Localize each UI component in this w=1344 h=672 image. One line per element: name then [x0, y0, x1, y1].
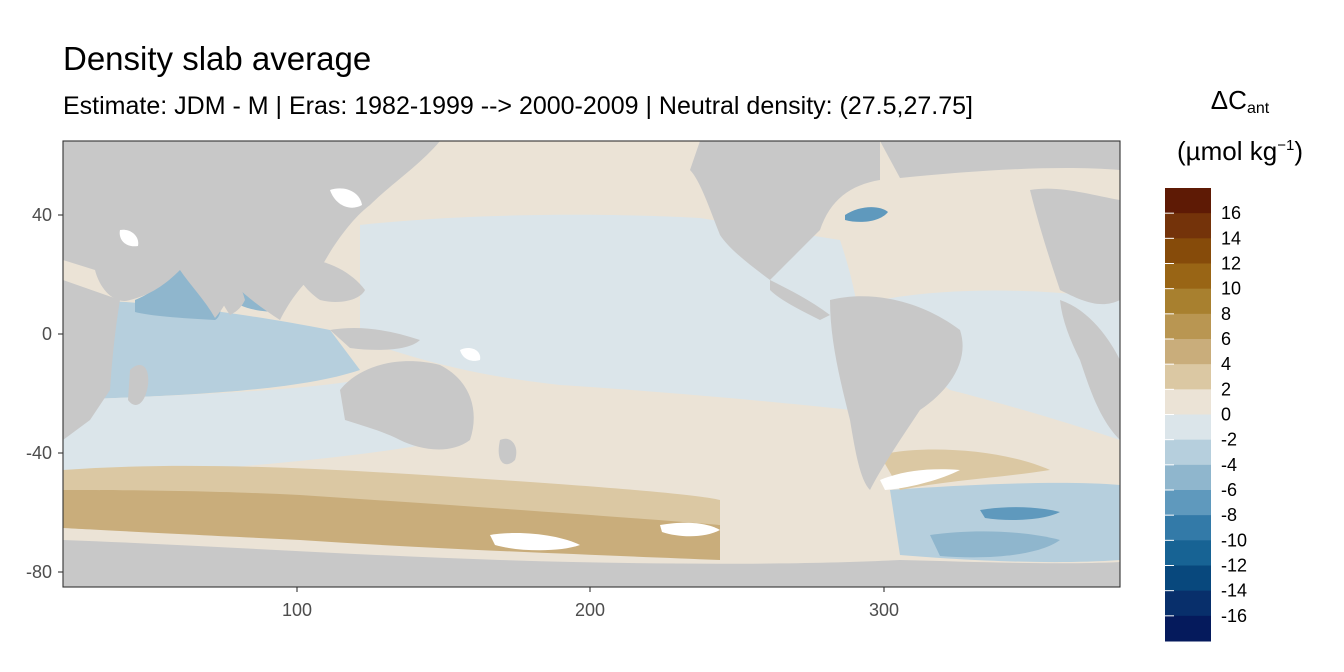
- x-tick-label: 300: [869, 600, 899, 620]
- x-tick-label: 100: [282, 600, 312, 620]
- legend-color-swatch: [1165, 515, 1211, 541]
- labrador-sea-region: [845, 207, 888, 222]
- southern-ocean-transition-region: [63, 465, 720, 525]
- chart-subtitle: Estimate: JDM - M | Eras: 1982-1999 --> …: [63, 92, 973, 120]
- legend-label: -2: [1221, 430, 1237, 450]
- legend-color-swatch: [1165, 615, 1211, 642]
- legend-color-swatch: [1165, 464, 1211, 491]
- legend-label: -6: [1221, 480, 1237, 500]
- legend-label: -14: [1221, 581, 1247, 601]
- legend-label: 2: [1221, 379, 1231, 399]
- legend-color-swatch: [1165, 414, 1211, 441]
- axis-ticks: [58, 214, 885, 592]
- legend-color-swatch: [1165, 540, 1211, 566]
- x-axis-labels: 100 200 300: [282, 600, 899, 620]
- legend-label: 6: [1221, 329, 1231, 349]
- legend-color-swatch: [1165, 364, 1211, 390]
- y-tick-label: 40: [32, 205, 52, 225]
- legend-color-swatch: [1165, 213, 1211, 239]
- y-tick-label: -80: [26, 562, 52, 582]
- legend-labels: 16 14 12 10 8 6 4 2 0 -2 -4 -6 -8 -10 -12 -14 -16: [1221, 203, 1247, 626]
- legend-color-swatch: [1165, 490, 1211, 516]
- weddell-deep-region: [980, 507, 1060, 520]
- legend-color-swatch: [1165, 263, 1211, 290]
- legend-colorbar: [1165, 188, 1211, 642]
- y-tick-label: -40: [26, 443, 52, 463]
- legend-color-swatch: [1165, 238, 1211, 264]
- legend-label: -10: [1221, 530, 1247, 550]
- legend-color-swatch: [1165, 188, 1211, 214]
- legend-label: 14: [1221, 228, 1241, 248]
- legend-color-swatch: [1165, 590, 1211, 617]
- legend-label: 8: [1221, 304, 1231, 324]
- legend-color-swatch: [1165, 339, 1211, 365]
- legend-unit: (µmol kg−1): [1177, 136, 1303, 166]
- legend-label: 16: [1221, 203, 1241, 223]
- legend-title: ΔCant: [1210, 85, 1270, 117]
- legend-color-swatch: [1165, 313, 1211, 340]
- legend-label: -16: [1221, 606, 1247, 626]
- map-panel: [63, 141, 1120, 587]
- land-masses: [63, 141, 1120, 587]
- legend-label: 12: [1221, 254, 1241, 274]
- legend-label: 10: [1221, 279, 1241, 299]
- no-data-areas: [119, 188, 960, 551]
- legend-label: 0: [1221, 405, 1231, 425]
- x-tick-label: 200: [575, 600, 605, 620]
- y-tick-label: 0: [42, 324, 52, 344]
- legend-label: 4: [1221, 354, 1231, 374]
- chart-title: Density slab average: [63, 40, 372, 77]
- tropical-pacific-region: [360, 214, 861, 410]
- legend-color-swatch: [1165, 288, 1211, 315]
- legend-color-swatch: [1165, 389, 1211, 415]
- legend-label: -12: [1221, 556, 1247, 576]
- legend-label: -4: [1221, 455, 1237, 475]
- panel-frame: [62, 140, 1121, 588]
- legend-color-swatch: [1165, 565, 1211, 592]
- weddell-sea-region: [930, 531, 1060, 558]
- legend-label: -8: [1221, 505, 1237, 525]
- y-axis-labels: 40 0 -40 -80: [26, 205, 52, 582]
- legend-color-swatch: [1165, 439, 1211, 466]
